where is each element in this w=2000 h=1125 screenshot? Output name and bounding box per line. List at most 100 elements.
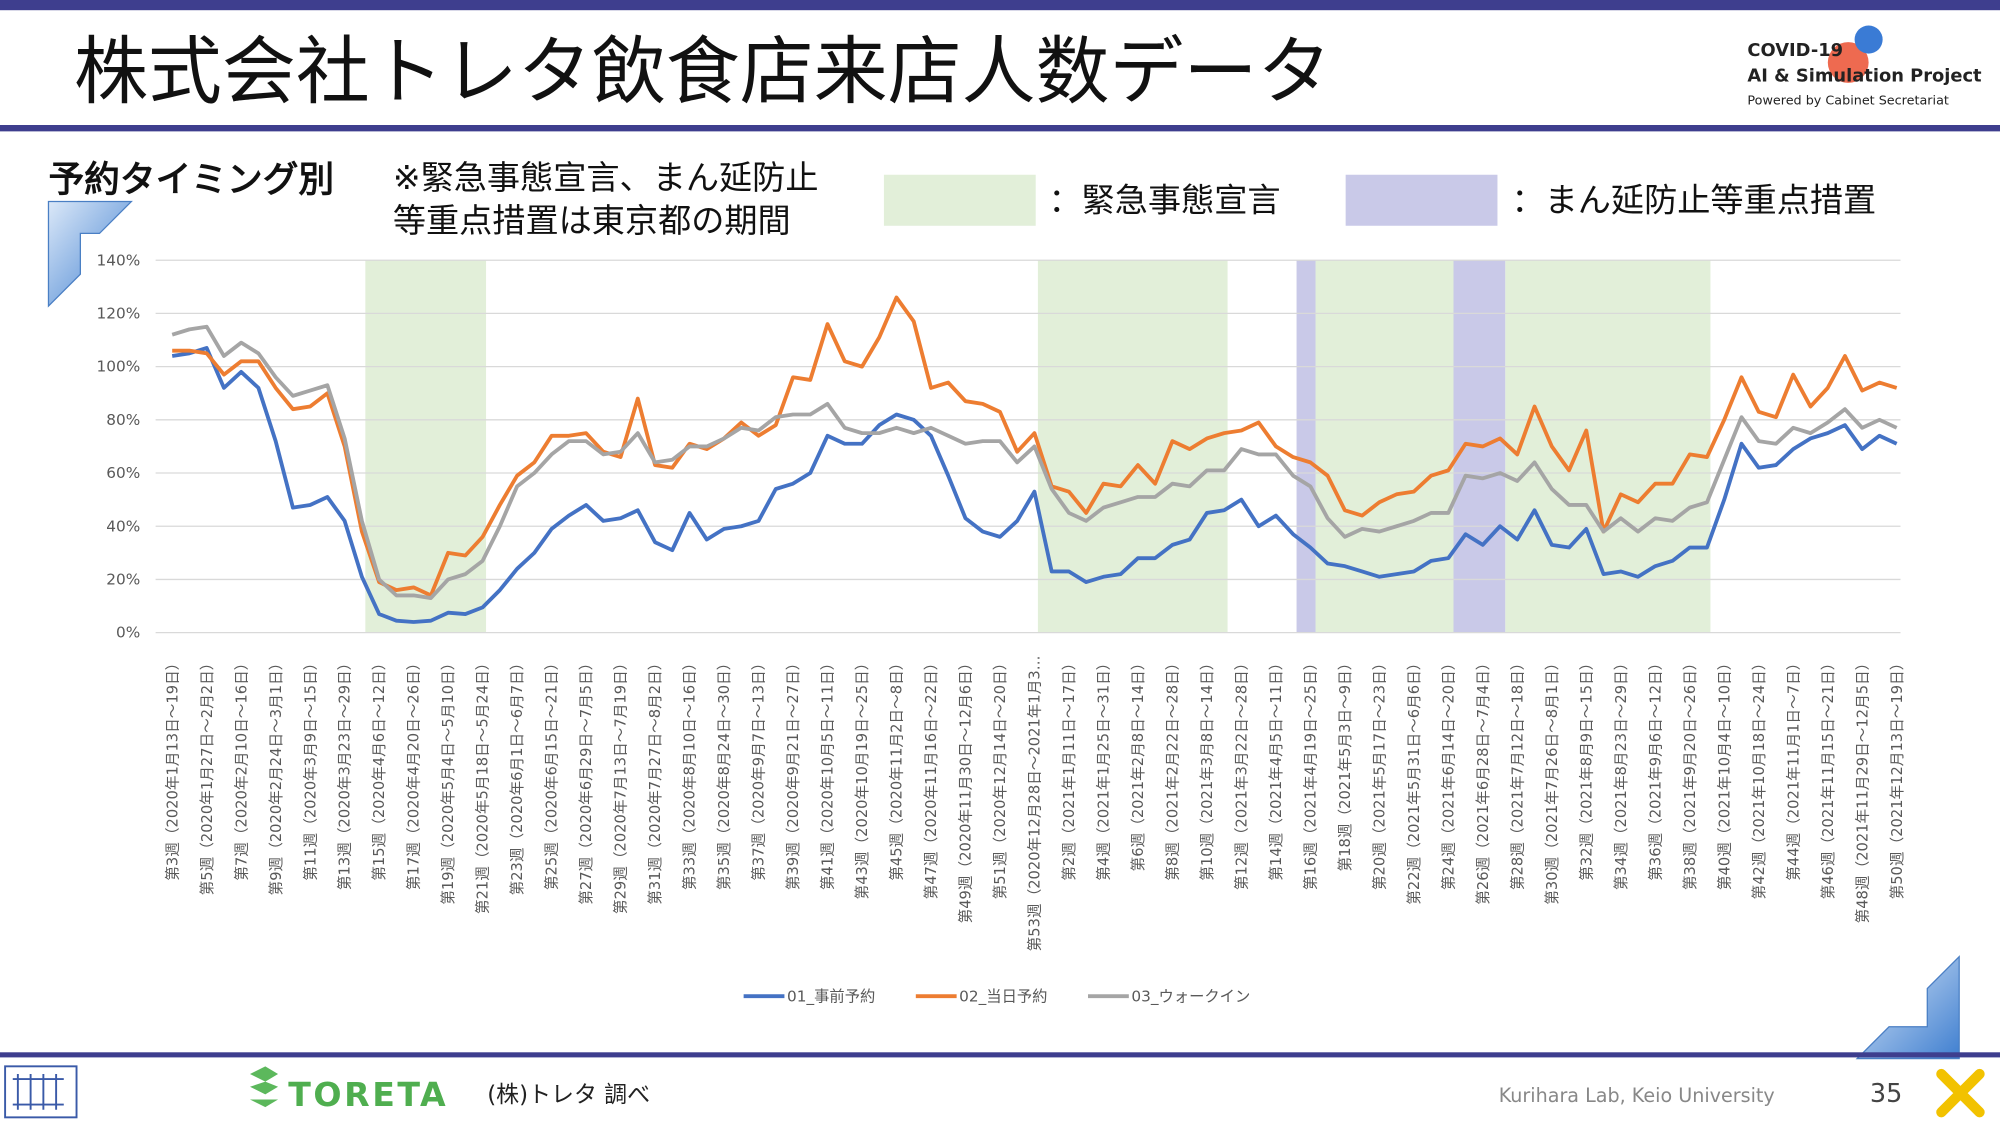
x-tick-label: 第31週（2020年7月27日～8月2日）: [646, 656, 664, 905]
x-tick-label: 第12週（2021年3月22日～28日）: [1232, 656, 1250, 890]
x-icon: [1936, 1068, 1985, 1118]
period-band: [1296, 260, 1316, 633]
x-tick-label: 第28週（2021年7月12日～18日）: [1508, 656, 1526, 890]
x-tick-label: 第26週（2021年6月28日～7月4日）: [1474, 656, 1492, 905]
x-tick-label: 第20週（2021年5月17日～23日）: [1370, 656, 1388, 890]
logo-dot: [1827, 42, 1869, 83]
x-tick-label: 第13週（2020年3月23日～29日）: [336, 656, 354, 890]
x-tick-label: 第38週（2021年9月20日～26日）: [1681, 656, 1699, 890]
x-tick-label: 第27週（2020年6月29日～7月5日）: [577, 656, 595, 905]
x-tick-label: 第23週（2020年6月1日～6月7日）: [508, 656, 526, 896]
x-tick-label: 第4週（2021年1月25日～31日）: [1095, 656, 1113, 881]
period-band: [1037, 260, 1228, 633]
y-tick-label: 120%: [97, 305, 141, 323]
x-tick-label: 第16週（2021年4月19日～25日）: [1301, 656, 1319, 890]
x-tick-label: 第39週（2020年9月21日～27日）: [784, 656, 802, 890]
x-tick-label: 第46週（2021年11月15日～21日）: [1819, 656, 1837, 900]
source: (株)トレタ 調べ: [487, 1082, 650, 1108]
x-tick-label: 第44週（2021年11月1日～7日）: [1784, 656, 1802, 881]
logo-lines: [12, 1073, 64, 1110]
x-tick-label: 第8週（2021年2月22日～28日）: [1164, 656, 1182, 881]
x-tick-label: 第50週（2021年12月13日～19日）: [1888, 656, 1906, 900]
logo-text: Powered by Cabinet Secretariat: [1747, 94, 1948, 109]
brand-icon: [250, 1066, 279, 1108]
logo-text: COVID-19: [1747, 40, 1843, 61]
x-tick-label: 第7週（2020年2月10日～16日）: [232, 656, 250, 881]
x-tick-label: 第29週（2020年7月13日～7月19日）: [612, 656, 630, 914]
logo: COVID-19 AI & Simulation Project Powered…: [1747, 25, 1982, 109]
band-legend-label: ：緊急事態宣言: [1048, 181, 1280, 220]
x-tick-label: 第25週（2020年6月15日～21日）: [543, 656, 561, 890]
logo-text: AI & Simulation Project: [1747, 66, 1982, 87]
x-tick-label: 第11週（2020年3月9日～15日）: [301, 656, 319, 881]
x-tick-label: 第17週（2020年4月20日～26日）: [405, 656, 423, 890]
period-band: [1315, 260, 1454, 633]
corner-arrow: [1855, 955, 1960, 1060]
x-tick-label: 第5週（2020年1月27日～2月2日）: [198, 656, 216, 896]
x-tick-label: 第47週（2020年11月16日～22日）: [922, 656, 940, 900]
period-band: [365, 260, 487, 633]
x-tick-label: 第32週（2021年8月9日～15日）: [1577, 656, 1595, 881]
footer-rule: [0, 1052, 2000, 1058]
logo-dot: [1854, 25, 1883, 54]
x-tick-label: 第18週（2021年5月3日～9日）: [1336, 656, 1354, 872]
x-tick-label: 第2週（2021年1月11日～17日）: [1060, 656, 1078, 881]
legend-label: 03_ウォークイン: [1131, 987, 1250, 1006]
corner-arrow: [47, 200, 133, 308]
x-tick-label: 第49週（2020年11月30日～12月6日）: [957, 656, 975, 924]
x-tick-label: 第19週（2020年5月4日～5月10日）: [439, 656, 457, 905]
x-tick-label: 第6週（2021年2月8日～14日）: [1129, 656, 1147, 872]
band-legend-label: ：まん延防止等重点措置: [1511, 181, 1876, 220]
x-tick-label: 第24週（2021年6月14日～20日）: [1439, 656, 1457, 890]
x-tick-label: 第36週（2021年9月6日～12日）: [1646, 656, 1664, 881]
series-line: [172, 295, 1898, 598]
y-tick-label: 100%: [97, 358, 141, 376]
x-tick-label: 第45週（2020年11月2日～8日）: [888, 656, 906, 881]
x-tick-label: 第37週（2020年9月7日～13日）: [750, 656, 768, 881]
band-legend-swatch: [1345, 174, 1498, 226]
x-tick-label: 第35週（2020年8月24日～30日）: [715, 656, 733, 890]
title-rule: [0, 125, 2000, 132]
slide-title: 株式会社トレタ飲食店来店人数データ: [74, 29, 1331, 115]
x-tick-label: 第33週（2020年8月10日～16日）: [681, 656, 699, 890]
x-tick-label: 第40週（2021年10月4日～10日）: [1715, 656, 1733, 890]
x-tick-label: 第42週（2021年10月18日～24日）: [1750, 656, 1768, 900]
period-band: [1505, 260, 1711, 633]
y-tick-label: 0%: [116, 624, 140, 642]
y-tick-label: 40%: [106, 517, 140, 535]
brand: TORETA: [288, 1075, 448, 1114]
x-tick-label: 第48週（2021年11月29日～12月5日）: [1853, 656, 1871, 924]
top-bar: [0, 0, 2000, 11]
logo-frame: [4, 1065, 78, 1119]
page-number: 35: [1870, 1079, 1902, 1109]
x-tick-label: 第43週（2020年10月19日～25日）: [853, 656, 871, 900]
legend-label: 02_当日予約: [959, 987, 1047, 1006]
y-tick-label: 60%: [106, 464, 140, 482]
note: 等重点措置は東京都の期間: [393, 201, 791, 240]
band-legend-swatch: [883, 174, 1036, 226]
note: ※緊急事態宣言、まん延防止: [393, 158, 819, 197]
x-tick-label: 第14週（2021年4月5日～11日）: [1267, 656, 1285, 881]
x-tick-label: 第30週（2021年7月26日～8月1日）: [1543, 656, 1561, 905]
y-tick-label: 20%: [106, 571, 140, 589]
chart: ：緊急事態宣言 ：まん延防止等重点措置 0% 20% 40% 60% 80% 100% 120%…: [97, 174, 1906, 1006]
y-tick-label: 140%: [97, 251, 141, 269]
series-line: [171, 324, 1898, 600]
y-tick-label: 80%: [106, 411, 140, 429]
lab: Kurihara Lab, Keio University: [1499, 1084, 1775, 1107]
x-tick-label: 第10週（2021年3月8日～14日）: [1198, 656, 1216, 881]
x-tick-label: 第51週（2020年12月14日～20日）: [991, 656, 1009, 900]
x-tick-label: 第3週（2020年1月13日～19日）: [163, 656, 181, 881]
x-tick-label: 第22週（2021年5月31日～6月6日）: [1405, 656, 1423, 905]
series-line: [171, 346, 1898, 624]
x-tick-label: 第34週（2021年8月23日～29日）: [1612, 656, 1630, 890]
legend-label: 01_事前予約: [787, 987, 875, 1006]
x-tick-label: 第9週（2020年2月24日～3月1日）: [267, 656, 285, 896]
x-tick-label: 第53週（2020年12月28日～2021年1月3…: [1026, 656, 1044, 952]
x-tick-label: 第15週（2020年4月6日～12日）: [370, 656, 388, 881]
x-tick-label: 第21週（2020年5月18日～5月24日）: [474, 656, 492, 914]
footer-logo: [4, 1065, 78, 1119]
section-title: 予約タイミング別: [48, 159, 334, 200]
x-tick-label: 第41週（2020年10月5日～11日）: [819, 656, 837, 890]
